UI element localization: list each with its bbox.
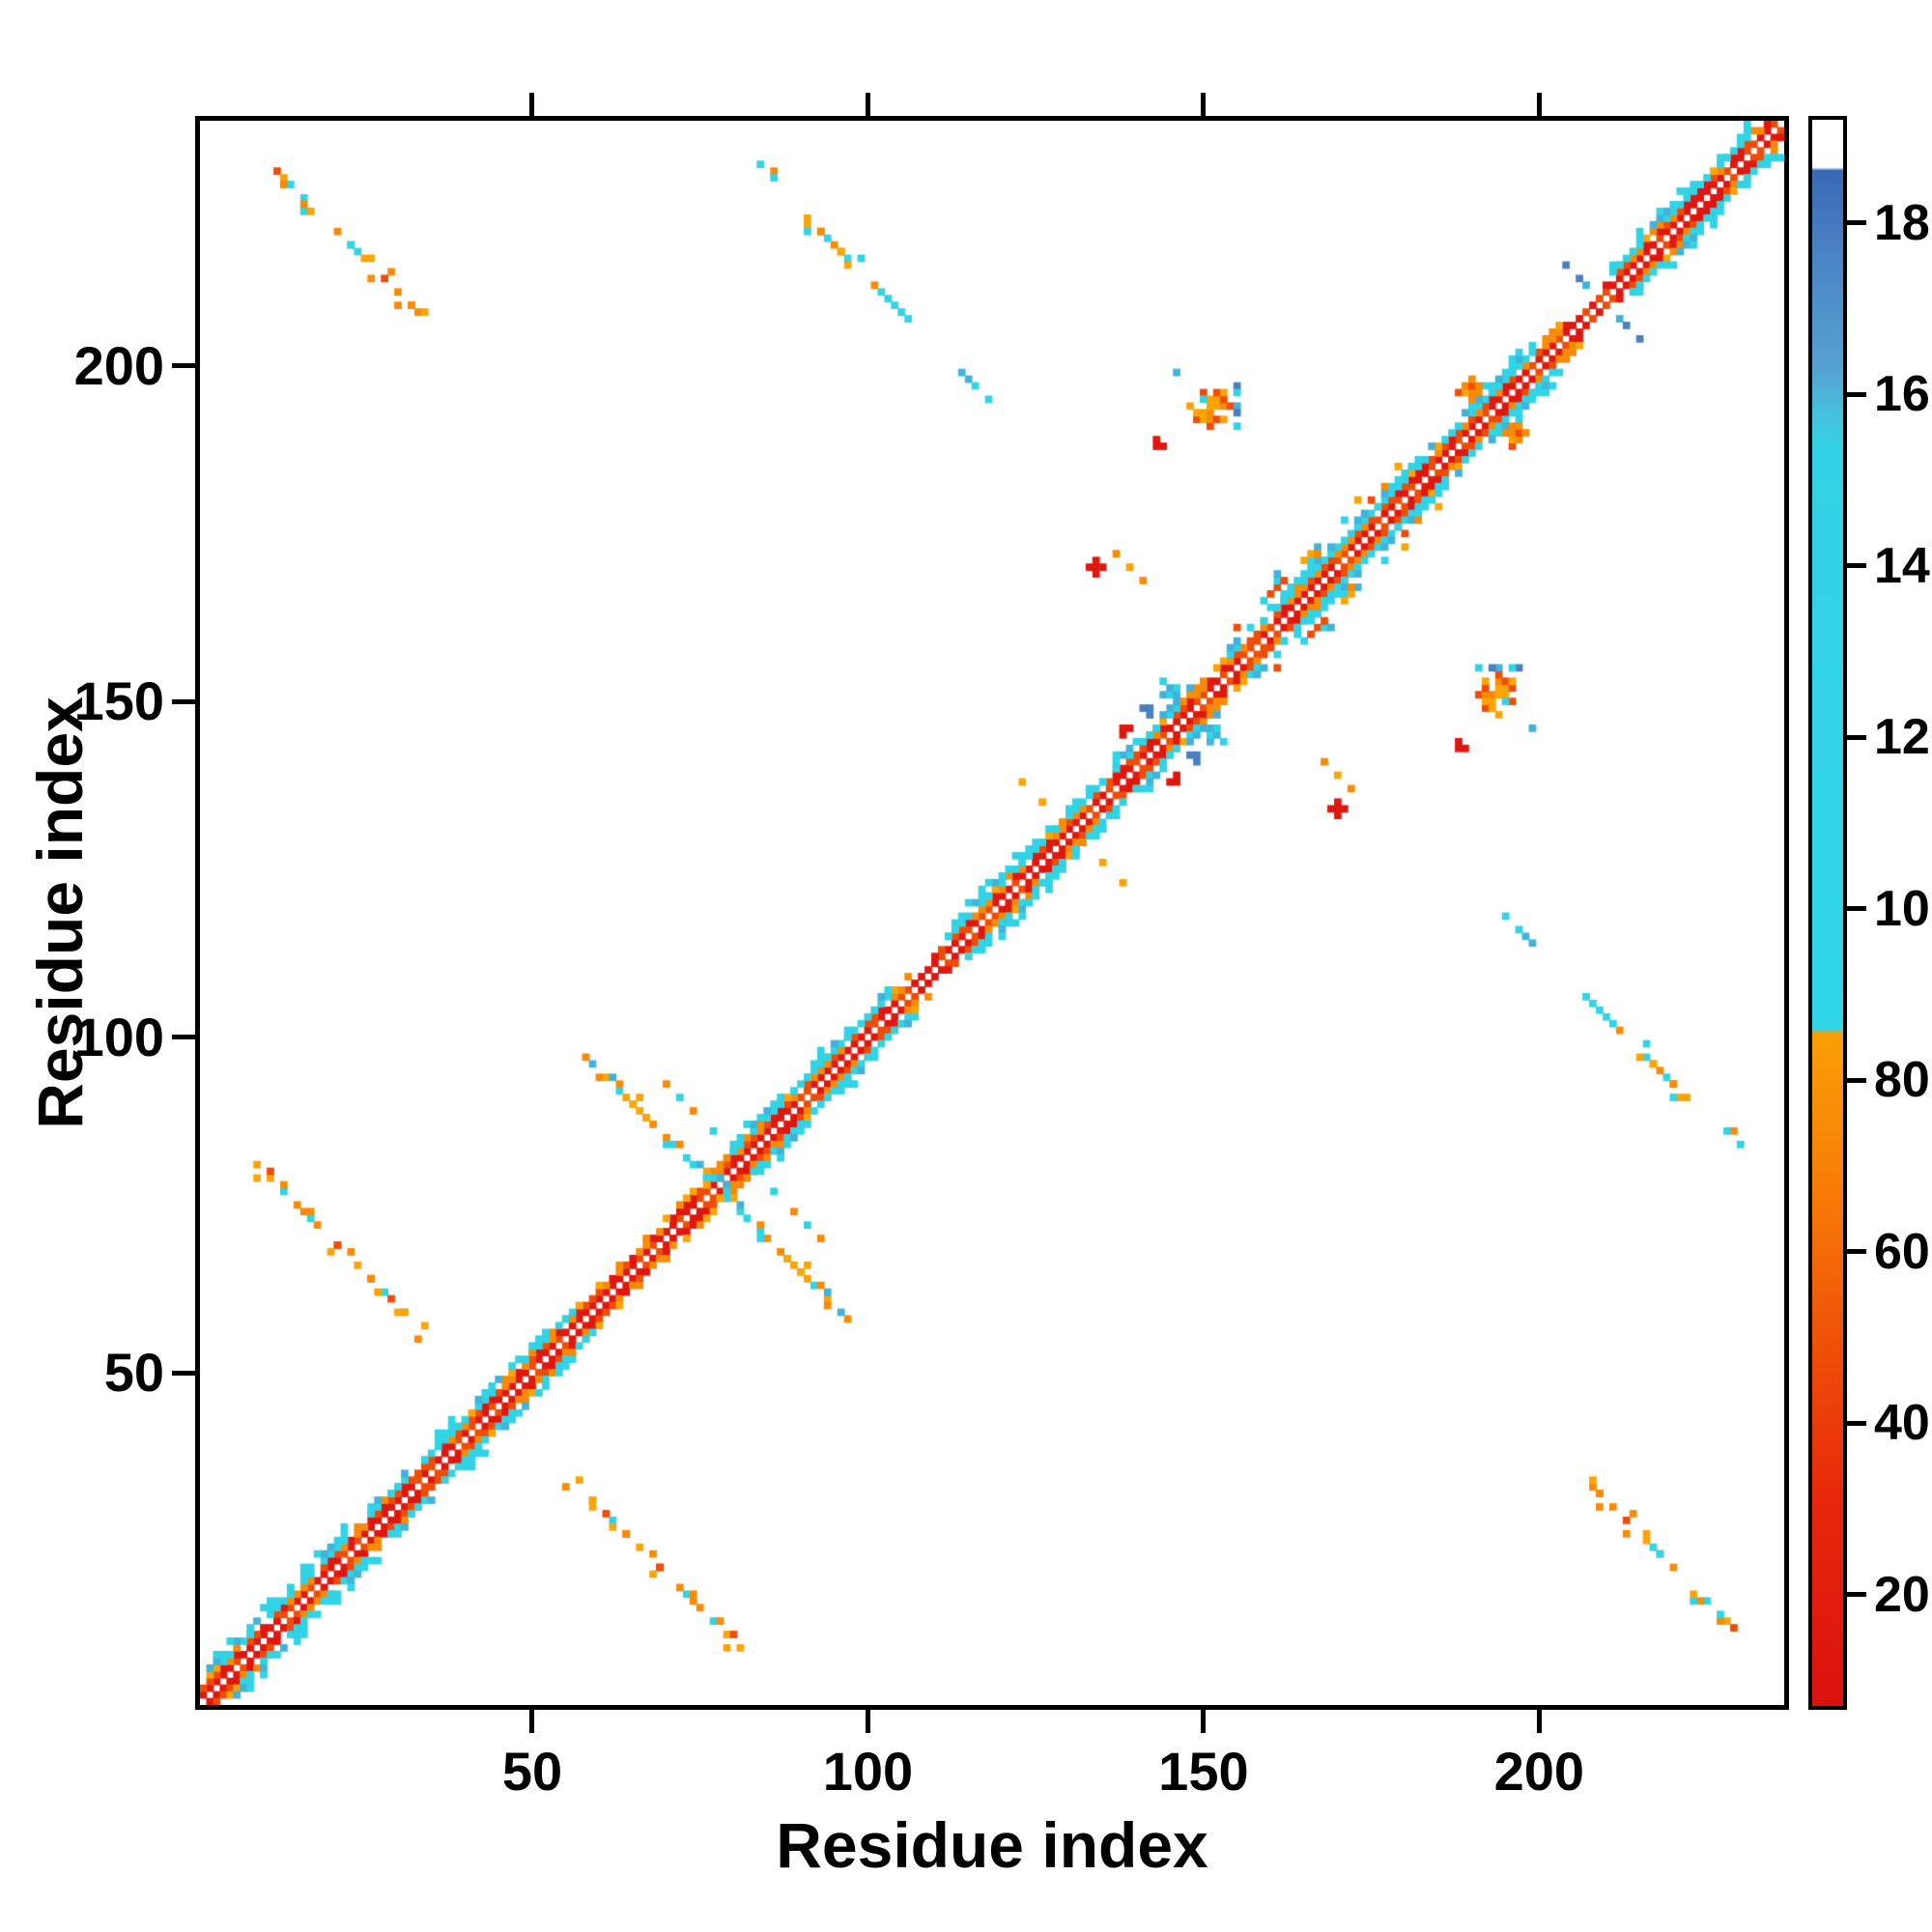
x-axis-top-tick: [865, 93, 870, 116]
x-tick-label: 100: [822, 1741, 914, 1802]
colorbar-tick-label: 160: [1874, 366, 1932, 423]
colorbar-tick-label: 180: [1874, 194, 1932, 251]
colorbar-tick: [1847, 734, 1866, 740]
colorbar-tick: [1847, 220, 1866, 225]
y-tick-label: 150: [73, 670, 164, 732]
x-tick-label: 150: [1158, 1741, 1249, 1802]
colorbar-tick-label: 120: [1874, 709, 1932, 766]
colorbar-tick-label: 60: [1874, 1223, 1930, 1280]
y-axis-tick: [172, 1370, 195, 1376]
y-axis-label: Residue index: [24, 696, 96, 1129]
y-axis-tick: [172, 698, 195, 704]
y-tick-label: 100: [73, 1006, 164, 1067]
colorbar-tick: [1847, 391, 1866, 397]
colorbar-tick-label: 80: [1874, 1052, 1930, 1109]
y-axis-tick: [172, 363, 195, 369]
colorbar-tick-label: 140: [1874, 537, 1932, 594]
x-axis-label: Residue index: [776, 1809, 1208, 1881]
plot-area: [195, 116, 1789, 1710]
y-axis-tick: [172, 1035, 195, 1040]
y-tick-label: 200: [73, 334, 164, 396]
colorbar: [1808, 116, 1847, 1710]
x-axis-tick: [529, 1710, 535, 1733]
x-tick-label: 50: [501, 1741, 563, 1802]
x-axis-tick: [1201, 1710, 1207, 1733]
x-axis-top-tick: [529, 93, 535, 116]
colorbar-gradient: [1812, 120, 1843, 1706]
colorbar-tick-label: 100: [1874, 880, 1932, 937]
colorbar-tick: [1847, 1077, 1866, 1083]
x-axis-tick: [1536, 1710, 1542, 1733]
x-axis-top-tick: [1201, 93, 1207, 116]
colorbar-tick-label: 40: [1874, 1395, 1930, 1452]
colorbar-tick: [1847, 1592, 1866, 1598]
colorbar-tick-label: 20: [1874, 1566, 1930, 1623]
colorbar-tick: [1847, 1420, 1866, 1426]
x-tick-label: 200: [1493, 1741, 1585, 1802]
x-axis-top-tick: [1536, 93, 1542, 116]
x-axis-tick: [865, 1710, 870, 1733]
colorbar-tick: [1847, 1249, 1866, 1255]
y-tick-label: 50: [103, 1342, 164, 1404]
colorbar-tick: [1847, 563, 1866, 569]
colorbar-tick: [1847, 906, 1866, 912]
contact-map-canvas: [200, 121, 1784, 1705]
